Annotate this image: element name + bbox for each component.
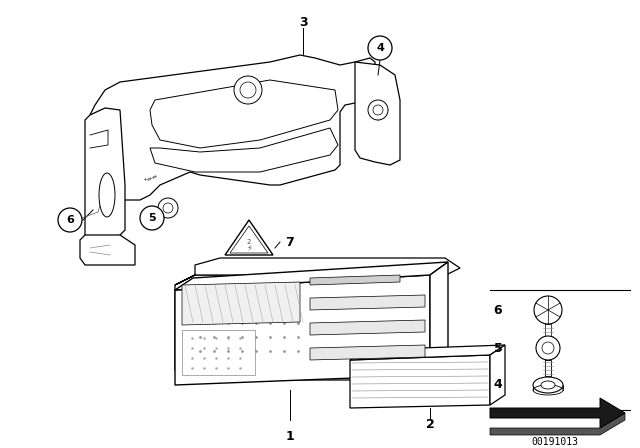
Polygon shape [175,275,430,385]
Circle shape [536,336,560,360]
Circle shape [158,198,178,218]
Polygon shape [350,355,490,408]
Text: 4: 4 [493,379,502,392]
Ellipse shape [541,381,555,389]
Text: 4: 4 [376,43,384,53]
Text: 3: 3 [299,16,307,29]
Text: ⚡: ⚡ [246,244,252,253]
Text: 7: 7 [285,236,294,249]
Circle shape [234,76,262,104]
Circle shape [534,296,562,324]
Polygon shape [150,128,338,172]
Polygon shape [80,235,135,265]
Polygon shape [350,345,505,360]
Circle shape [58,208,82,232]
Polygon shape [310,295,425,310]
Text: 2: 2 [247,239,251,245]
Polygon shape [490,413,625,435]
Polygon shape [355,62,400,165]
Polygon shape [490,398,625,428]
Polygon shape [310,345,425,360]
Circle shape [368,100,388,120]
Polygon shape [225,220,273,255]
Text: 5: 5 [148,213,156,223]
Ellipse shape [533,377,563,393]
Text: 6: 6 [493,303,502,316]
Text: 5: 5 [493,341,502,354]
Polygon shape [175,258,460,285]
Text: 2: 2 [426,418,435,431]
Polygon shape [430,262,448,375]
Polygon shape [490,345,505,405]
Circle shape [140,206,164,230]
Polygon shape [85,108,125,240]
Polygon shape [310,275,400,285]
Text: 00191013: 00191013 [531,437,579,447]
Polygon shape [182,282,300,325]
Polygon shape [150,80,338,148]
Polygon shape [175,262,448,290]
Text: 6: 6 [66,215,74,225]
Polygon shape [90,55,375,200]
Circle shape [368,36,392,60]
Text: 1: 1 [285,430,294,443]
Polygon shape [175,275,440,380]
Polygon shape [99,173,115,217]
Polygon shape [310,320,425,335]
